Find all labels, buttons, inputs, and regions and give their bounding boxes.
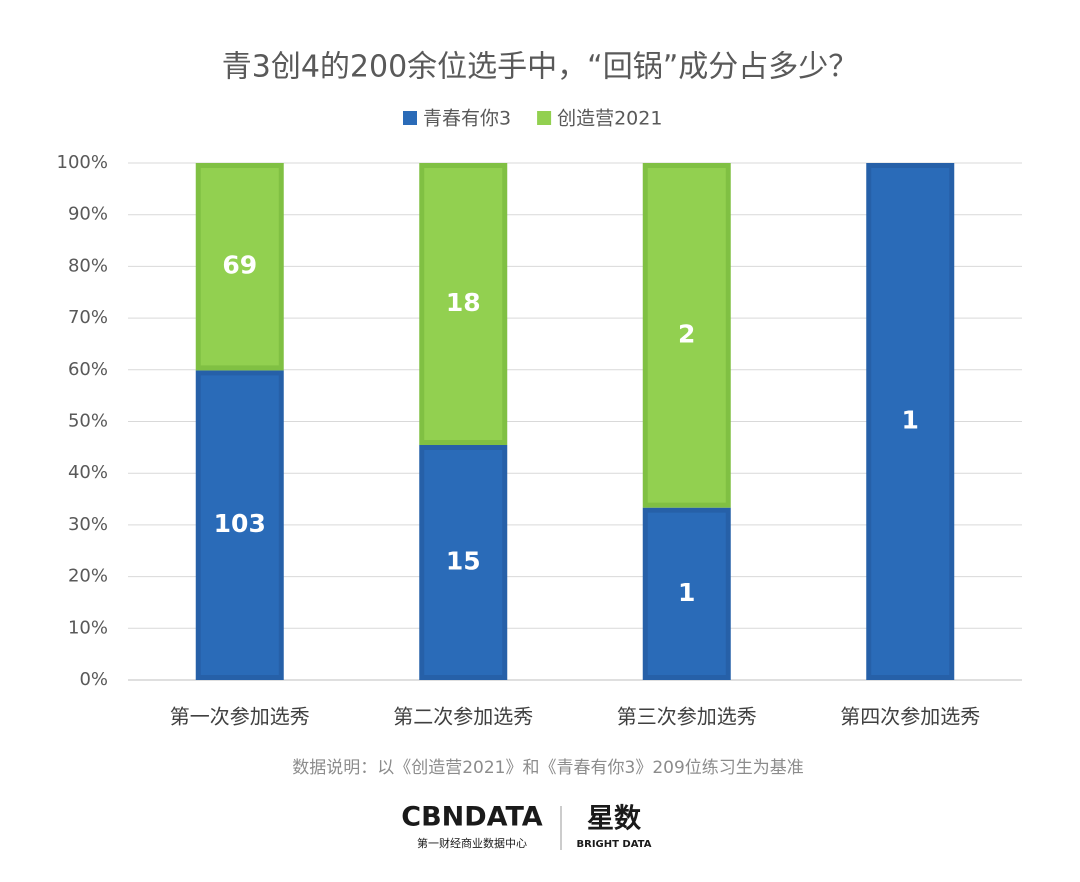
data-label: 1 bbox=[902, 406, 919, 435]
y-tick-label: 40% bbox=[68, 462, 108, 483]
y-tick-label: 10% bbox=[68, 617, 108, 638]
bar-segment bbox=[642, 163, 731, 508]
legend-swatch bbox=[537, 111, 552, 125]
x-tick-label: 第一次参加选秀 bbox=[170, 705, 310, 729]
note: 数据说明：以《创造营2021》和《青春有你3》209位练习生为基准 bbox=[292, 758, 804, 778]
data-label: 15 bbox=[446, 547, 481, 576]
chart-title: 青3创4的200余位选手中，“回锅”成分占多少？ bbox=[222, 50, 859, 85]
brand: CBNDATA bbox=[401, 802, 543, 833]
partner-sub: BRIGHT DATA bbox=[577, 839, 652, 850]
x-tick-label: 第四次参加选秀 bbox=[840, 705, 980, 729]
data-label: 1 bbox=[678, 578, 695, 607]
data-label: 69 bbox=[222, 251, 257, 280]
y-tick-label: 30% bbox=[68, 514, 108, 535]
partner: 星数 bbox=[587, 804, 642, 835]
y-tick-label: 50% bbox=[68, 411, 108, 432]
data-label: 18 bbox=[446, 288, 481, 317]
legend-label: 创造营2021 bbox=[557, 108, 662, 130]
y-tick-label: 20% bbox=[68, 566, 108, 587]
x-tick-label: 第三次参加选秀 bbox=[617, 705, 757, 729]
y-tick-label: 90% bbox=[68, 204, 108, 225]
bar-segment bbox=[866, 163, 955, 680]
bar-segment bbox=[642, 507, 731, 680]
legend-label: 青春有你3 bbox=[423, 108, 511, 130]
brand-sub: 第一财经商业数据中心 bbox=[417, 836, 527, 850]
y-tick-label: 100% bbox=[57, 152, 108, 173]
data-label: 103 bbox=[214, 509, 266, 538]
y-tick-label: 70% bbox=[68, 307, 108, 328]
bar-segment bbox=[419, 163, 508, 445]
legend-swatch bbox=[403, 111, 417, 125]
x-tick-label: 第二次参加选秀 bbox=[393, 705, 533, 729]
y-tick-label: 60% bbox=[68, 359, 108, 380]
data-label: 2 bbox=[678, 319, 695, 348]
bar-segment bbox=[195, 163, 284, 371]
bar-segment bbox=[419, 445, 508, 680]
y-tick-label: 0% bbox=[79, 669, 108, 690]
bar-segment bbox=[195, 370, 284, 680]
y-tick-label: 80% bbox=[68, 255, 108, 276]
